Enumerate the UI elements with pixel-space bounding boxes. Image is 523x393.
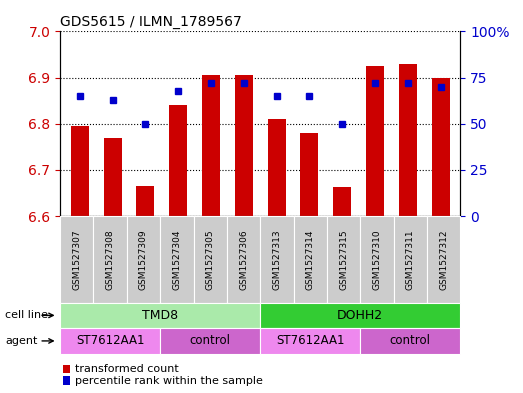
Text: GDS5615 / ILMN_1789567: GDS5615 / ILMN_1789567 <box>60 15 242 29</box>
Text: cell line: cell line <box>5 310 48 320</box>
Text: control: control <box>190 334 231 347</box>
Text: GSM1527312: GSM1527312 <box>439 229 448 290</box>
Text: TMD8: TMD8 <box>142 309 178 322</box>
Text: percentile rank within the sample: percentile rank within the sample <box>75 376 263 386</box>
Bar <box>268 119 286 216</box>
Text: control: control <box>390 334 431 347</box>
Bar <box>104 138 122 216</box>
Text: GSM1527311: GSM1527311 <box>406 229 415 290</box>
Text: GSM1527304: GSM1527304 <box>173 229 181 290</box>
Bar <box>366 66 384 216</box>
Text: agent: agent <box>5 336 38 346</box>
Text: ST7612AA1: ST7612AA1 <box>76 334 144 347</box>
Text: GSM1527306: GSM1527306 <box>239 229 248 290</box>
Bar <box>71 126 89 216</box>
Text: GSM1527314: GSM1527314 <box>306 229 315 290</box>
Text: GSM1527308: GSM1527308 <box>106 229 115 290</box>
Bar <box>333 187 351 216</box>
Text: GSM1527315: GSM1527315 <box>339 229 348 290</box>
Text: ST7612AA1: ST7612AA1 <box>276 334 345 347</box>
Bar <box>399 64 417 216</box>
Text: GSM1527305: GSM1527305 <box>206 229 214 290</box>
Text: GSM1527310: GSM1527310 <box>372 229 381 290</box>
Bar <box>431 77 450 216</box>
Text: DOHH2: DOHH2 <box>337 309 383 322</box>
Text: transformed count: transformed count <box>75 364 179 374</box>
Text: GSM1527313: GSM1527313 <box>272 229 281 290</box>
Text: GSM1527309: GSM1527309 <box>139 229 148 290</box>
Bar <box>169 105 187 216</box>
Text: GSM1527307: GSM1527307 <box>72 229 81 290</box>
Bar <box>202 75 220 216</box>
Bar <box>235 75 253 216</box>
Bar <box>137 186 154 216</box>
Bar <box>300 133 319 216</box>
